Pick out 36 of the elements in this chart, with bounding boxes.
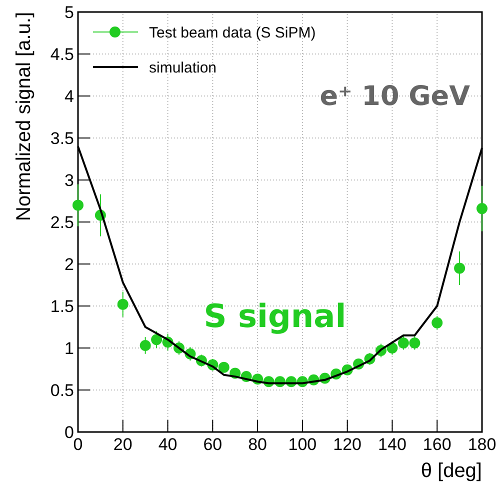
y-tick-label: 4 <box>64 86 74 106</box>
point <box>218 362 230 373</box>
point <box>454 262 466 274</box>
point <box>409 337 420 348</box>
y-tick-label: 3 <box>64 170 74 190</box>
y-tick-label: 2 <box>64 254 74 274</box>
y-tick-label: 1 <box>64 338 74 358</box>
x-tick-label: 140 <box>378 435 406 454</box>
y-tick-label: 0 <box>64 422 74 442</box>
x-tick-label: 160 <box>422 435 452 454</box>
x-tick-label: 20 <box>113 435 132 454</box>
legend-label: simulation <box>149 59 217 76</box>
x-tick-label: 120 <box>333 435 362 454</box>
y-tick-label: 0.5 <box>50 380 74 400</box>
y-tick-label: 5 <box>64 2 74 22</box>
y-axis-title: Normalized signal [a.u.] <box>13 12 35 221</box>
x-axis-title: θ [deg] <box>420 460 482 482</box>
y-tick-label: 4.5 <box>50 44 74 64</box>
y-tick-label: 2.5 <box>50 212 74 232</box>
point <box>432 317 443 328</box>
point <box>140 340 151 351</box>
point <box>117 298 128 310</box>
legend-label: Test beam data (S SiPM) <box>149 24 316 42</box>
point <box>72 200 84 211</box>
x-tick-label: 80 <box>248 435 268 454</box>
point <box>476 203 488 214</box>
x-tick-label: 180 <box>468 435 496 454</box>
annotation: e⁺ 10 GeV <box>320 81 470 112</box>
x-tick-label: 100 <box>288 435 317 454</box>
y-tick-label: 1.5 <box>50 296 74 316</box>
point <box>398 337 409 348</box>
x-tick-label: 40 <box>158 435 178 454</box>
point <box>151 334 162 346</box>
annotation: S signal <box>204 297 346 335</box>
x-tick-label: 60 <box>203 435 222 454</box>
y-tick-label: 3.5 <box>50 128 74 148</box>
